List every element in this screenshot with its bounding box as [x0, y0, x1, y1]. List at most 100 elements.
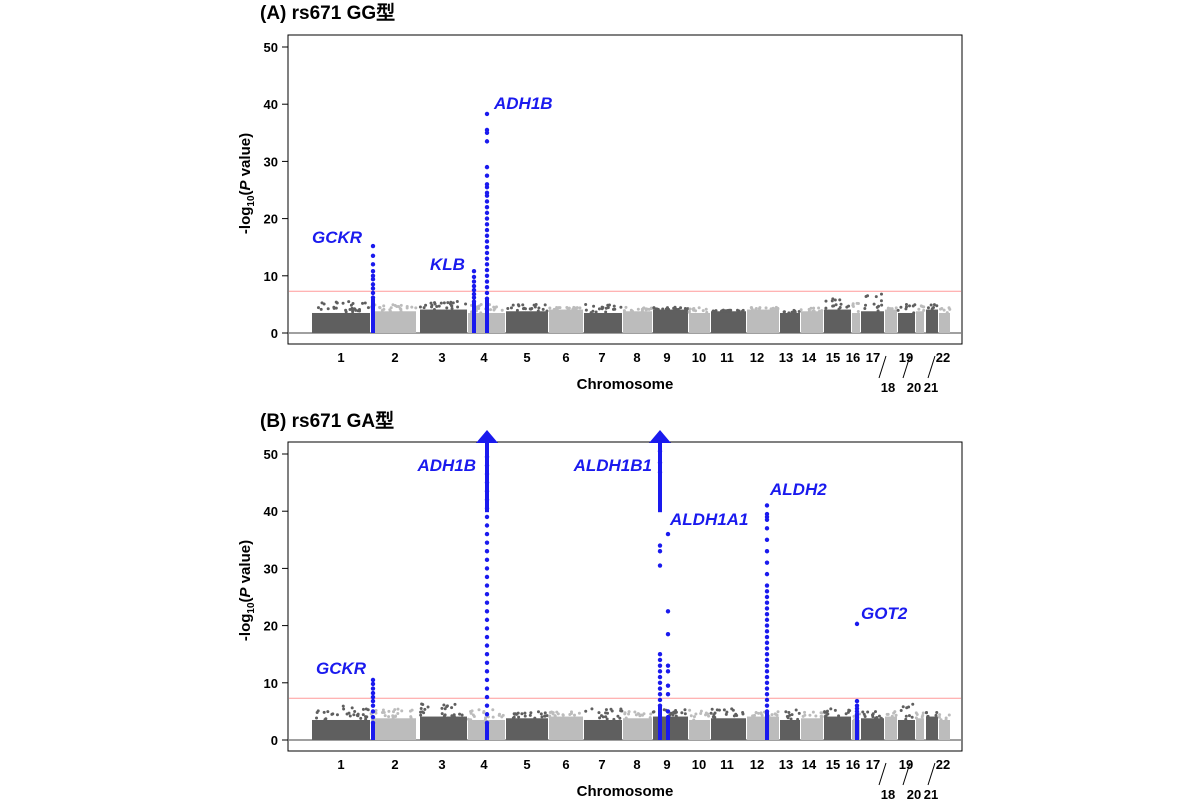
snp-point [644, 308, 648, 312]
snp-point [419, 713, 423, 717]
snp-point [419, 706, 423, 710]
snp-point [532, 303, 536, 307]
snp-point [477, 304, 481, 308]
x-tick-label-chr-13: 13 [779, 757, 793, 772]
snp-point [750, 308, 754, 312]
locus-point [370, 714, 376, 720]
snp-point [921, 711, 925, 715]
snp-point [500, 308, 504, 312]
x-tick-label-chr-14: 14 [802, 757, 817, 772]
snp-point [361, 707, 365, 711]
snp-point [374, 711, 378, 715]
locus-column [666, 717, 670, 740]
snp-point [874, 295, 878, 299]
snp-point [334, 300, 338, 304]
snp-point [619, 305, 623, 309]
snp-point [435, 305, 439, 309]
snp-point [692, 715, 696, 719]
locus-point [764, 686, 770, 691]
snp-point [627, 710, 631, 714]
snp-point [521, 307, 525, 311]
snp-point [606, 711, 610, 715]
locus-point [484, 669, 490, 674]
panel-a-y-axis: 0 10 20 30 40 50 [264, 40, 288, 341]
snp-point [342, 707, 346, 711]
snp-point [382, 304, 386, 308]
snp-point [323, 718, 327, 722]
snp-point [442, 703, 446, 707]
snp-point [433, 302, 437, 306]
x-tick-leader [878, 762, 887, 786]
chr-band-19 [898, 312, 915, 333]
x-tick-label-chr-20: 20 [907, 787, 921, 800]
locus-point [665, 631, 671, 637]
chr-band-15 [824, 716, 851, 740]
snp-point [374, 709, 378, 713]
snp-point [717, 708, 721, 712]
snp-point [838, 298, 842, 302]
snp-point [450, 714, 454, 718]
locus-point [471, 274, 477, 280]
x-tick-leader [927, 355, 936, 379]
locus-point [764, 663, 770, 668]
snp-point [600, 714, 604, 718]
locus-point [471, 291, 477, 297]
locus-point [854, 698, 860, 704]
snp-point [597, 711, 601, 715]
chr-band-7 [584, 719, 622, 740]
locus-point [370, 677, 376, 683]
snp-point [837, 714, 841, 718]
chr-band-6 [549, 309, 583, 333]
locus-point [665, 714, 671, 720]
snp-point [803, 710, 807, 714]
chr-band-18 [885, 309, 897, 333]
snp-point [910, 715, 914, 719]
snp-point [732, 714, 736, 718]
snp-point [543, 711, 547, 715]
snp-point [316, 709, 320, 713]
snp-point [833, 708, 837, 712]
snp-point [612, 304, 616, 308]
x-tick-label-chr-11: 11 [720, 350, 734, 365]
snp-point [471, 713, 475, 717]
snp-point [947, 306, 951, 310]
snp-point [899, 709, 903, 713]
locus-point [484, 273, 490, 278]
snp-point [347, 711, 351, 715]
x-tick-label-chr-7: 7 [598, 350, 605, 365]
snp-point [395, 305, 399, 309]
snp-point [521, 303, 525, 307]
snp-point [332, 306, 336, 310]
chr-band-17 [861, 311, 884, 333]
snp-point [470, 709, 474, 713]
locus-point [484, 233, 490, 238]
snp-point [817, 309, 821, 313]
locus-point [484, 285, 490, 290]
snp-point [597, 307, 601, 311]
snp-point [381, 708, 385, 712]
snp-point [627, 712, 631, 716]
snp-point [932, 303, 936, 307]
locus-point [484, 164, 490, 170]
chr-band-2 [371, 718, 416, 740]
chr-band-7 [584, 312, 622, 333]
snp-point [607, 303, 611, 307]
snp-point [873, 710, 877, 714]
snp-point [443, 713, 447, 717]
chr-band-2 [371, 311, 416, 333]
x-tick-label-chr-12: 12 [750, 757, 764, 772]
snp-point [794, 708, 798, 712]
snp-point [530, 307, 534, 311]
chr-band-1 [312, 719, 370, 740]
snp-point [611, 307, 615, 311]
snp-point [590, 707, 594, 711]
snp-point [782, 310, 786, 314]
locus-point [764, 657, 770, 663]
locus-point [764, 629, 770, 634]
panel-a-points [312, 111, 952, 333]
locus-column [765, 711, 769, 740]
snp-point [930, 307, 934, 311]
locus-point [471, 287, 477, 293]
snp-point [699, 709, 703, 713]
snp-point [479, 311, 483, 315]
